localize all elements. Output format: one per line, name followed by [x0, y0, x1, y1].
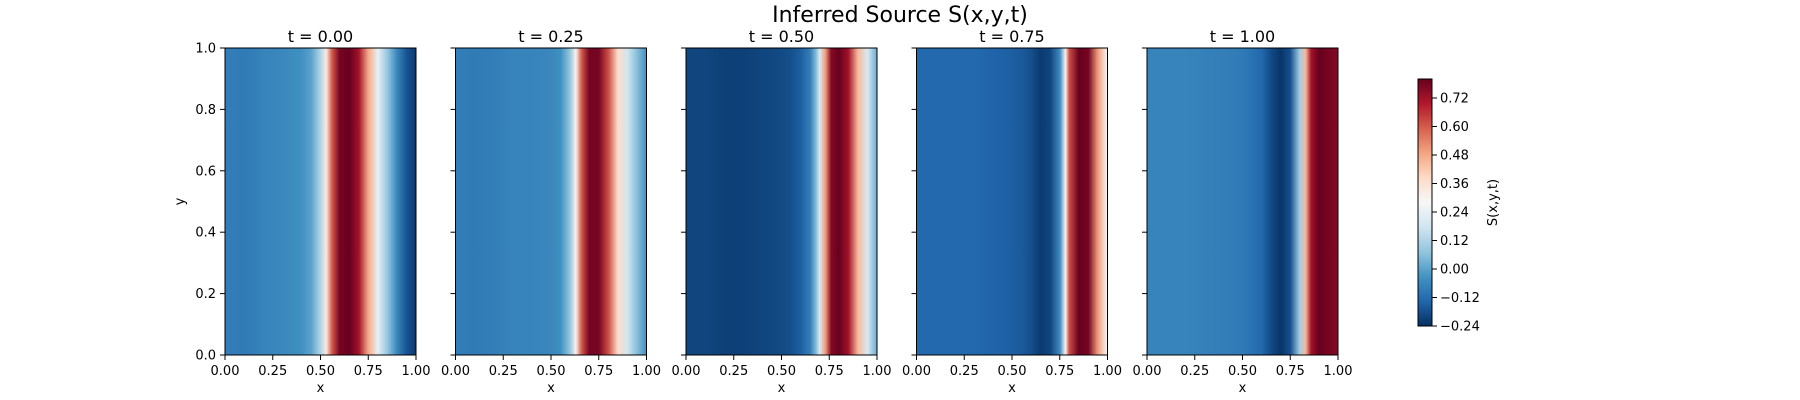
panel-0: t = 0.00 0.00 0.25 0.50 0.75 1.00 x 0.0 0.2 0.4 0.… — [173, 27, 430, 396]
x-tick-label: 0.50 — [998, 364, 1027, 379]
x-tick-label: 0.75 — [354, 364, 383, 379]
panel-title: t = 0.00 — [288, 27, 353, 46]
colorbar-tick-label: −0.24 — [1440, 320, 1480, 335]
colorbar-label: S(x,y,t) — [1486, 179, 1501, 226]
x-tick-label: 0.50 — [306, 364, 335, 379]
heatmap-field-3 — [916, 48, 1108, 355]
panel-4: t = 1.00 0.00 0.25 0.50 0.75 1.00 x — [1133, 27, 1353, 396]
y-axis-label: y — [173, 197, 188, 205]
x-tick-label: 0.75 — [584, 364, 613, 379]
panel-title: t = 0.25 — [518, 27, 583, 46]
x-tick-label: 0.50 — [767, 364, 796, 379]
x-tick-label: 0.25 — [719, 364, 748, 379]
colorbar-tick-label: 0.24 — [1440, 206, 1469, 221]
figure-title: Inferred Source S(x,y,t) — [772, 3, 1028, 28]
x-tick-label: 0.00 — [441, 364, 470, 379]
colorbar-bar — [1417, 78, 1433, 327]
x-tick-label: 0.00 — [1133, 364, 1162, 379]
colorbar: −0.24 −0.12 0.00 0.12 0.24 0.36 0.48 0.60 0.72 S(… — [1417, 78, 1501, 335]
y-tick-label: 0.0 — [195, 349, 216, 364]
colorbar-tick-label: 0.00 — [1440, 263, 1469, 278]
x-axis-label: x — [547, 381, 555, 396]
colorbar-tick-label: 0.36 — [1440, 177, 1469, 192]
heatmap-field-2 — [686, 48, 877, 355]
x-tick-label: 0.00 — [902, 364, 931, 379]
x-tick-label: 1.00 — [1093, 364, 1122, 379]
x-tick-label: 0.75 — [1045, 364, 1074, 379]
x-tick-label: 0.50 — [537, 364, 566, 379]
x-tick-label: 0.00 — [672, 364, 701, 379]
x-axis-label: x — [1008, 381, 1016, 396]
x-tick-label: 1.00 — [402, 364, 431, 379]
colorbar-tick-label: 0.60 — [1440, 120, 1469, 135]
heatmap-field-4 — [1147, 48, 1338, 355]
x-tick-label: 0.75 — [815, 364, 844, 379]
y-tick-label: 0.2 — [195, 287, 216, 302]
x-axis-label: x — [778, 381, 786, 396]
panel-1: t = 0.25 0.00 0.25 0.50 0.75 1.00 x — [441, 27, 661, 396]
panel-title: t = 1.00 — [1210, 27, 1275, 46]
panels: t = 0.00 0.00 0.25 0.50 0.75 1.00 x 0.0 0.2 0.4 0.… — [173, 27, 1352, 396]
colorbar-tick-label: −0.12 — [1440, 291, 1480, 306]
y-tick-label: 0.4 — [195, 226, 216, 241]
x-tick-label: 1.00 — [1324, 364, 1353, 379]
x-axis-label: x — [1239, 381, 1247, 396]
panel-3: t = 0.75 0.00 0.25 0.50 0.75 1.00 x — [902, 27, 1122, 396]
colorbar-tick-label: 0.12 — [1440, 234, 1469, 249]
x-tick-label: 0.75 — [1276, 364, 1305, 379]
y-tick-label: 1.0 — [195, 42, 216, 57]
x-tick-label: 0.25 — [1180, 364, 1209, 379]
panel-title: t = 0.50 — [749, 27, 814, 46]
panel-title: t = 0.75 — [979, 27, 1044, 46]
panel-2: t = 0.50 0.00 0.25 0.50 0.75 1.00 x — [672, 27, 892, 396]
x-tick-label: 0.25 — [950, 364, 979, 379]
x-tick-label: 1.00 — [863, 364, 892, 379]
x-axis-label: x — [317, 381, 325, 396]
x-tick-label: 0.00 — [211, 364, 240, 379]
y-tick-label: 0.6 — [195, 164, 216, 179]
y-tick-label: 0.8 — [195, 103, 216, 118]
x-tick-label: 0.25 — [258, 364, 287, 379]
x-tick-label: 0.25 — [489, 364, 518, 379]
colorbar-tick-label: 0.72 — [1440, 92, 1469, 107]
x-tick-label: 1.00 — [632, 364, 661, 379]
x-tick-label: 0.50 — [1228, 364, 1257, 379]
heatmap-field-1 — [455, 48, 647, 355]
colorbar-tick-label: 0.48 — [1440, 149, 1469, 164]
heatmap-field-0 — [225, 48, 416, 355]
